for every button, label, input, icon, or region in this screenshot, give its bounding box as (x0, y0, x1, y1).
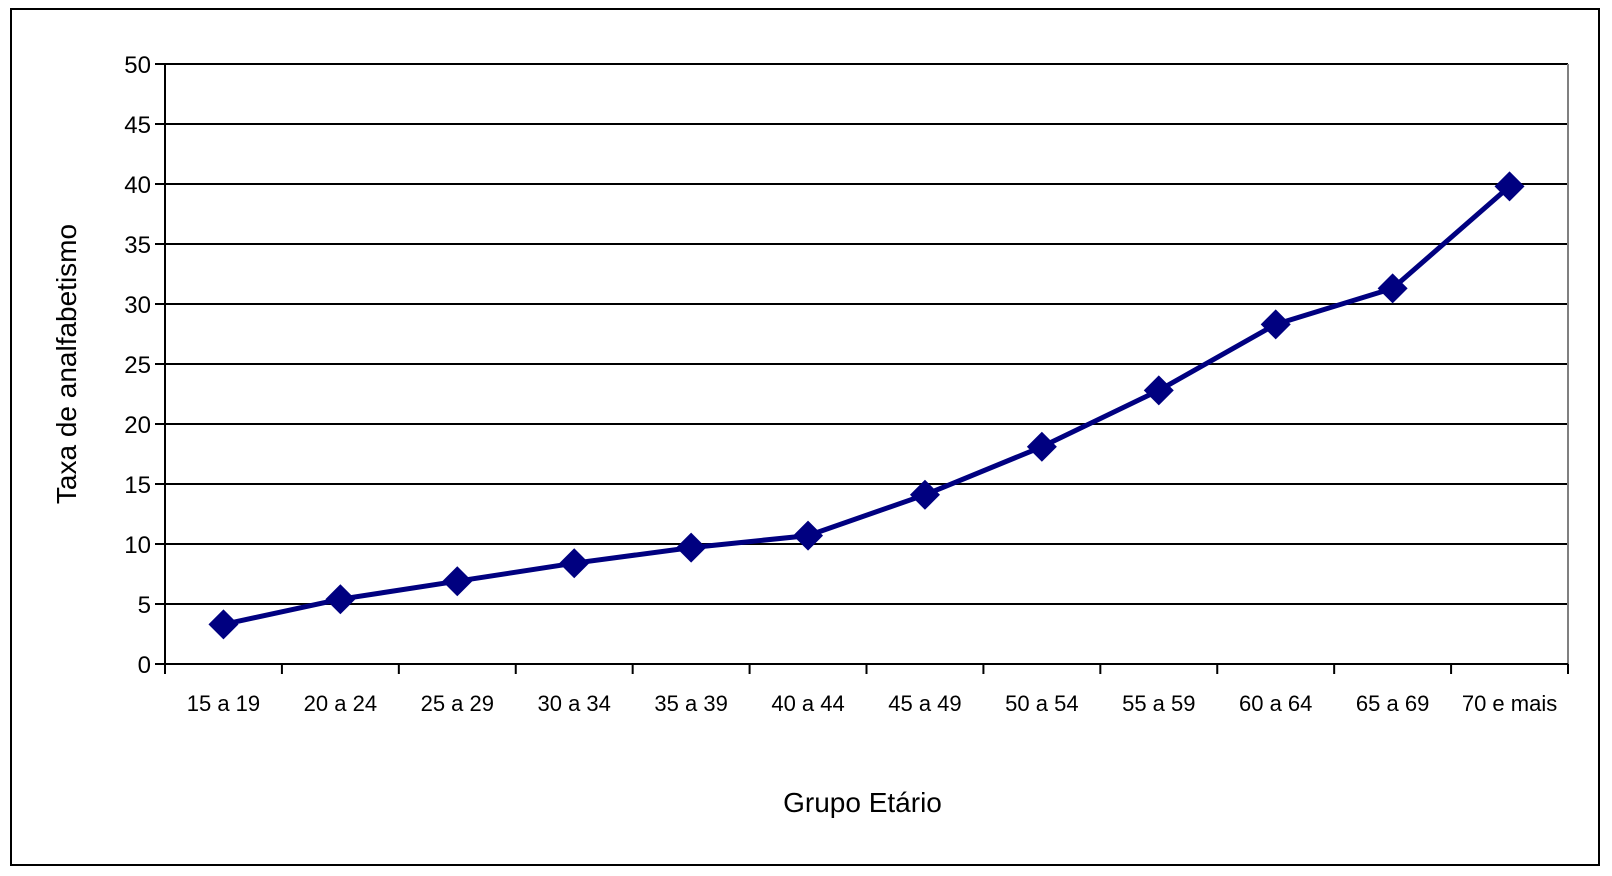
x-tick-label: 25 a 29 (421, 691, 494, 716)
y-tick-label: 0 (138, 652, 151, 679)
gridlines (165, 63, 1568, 605)
x-tick-label: 50 a 54 (1005, 691, 1078, 716)
data-point (325, 584, 356, 615)
x-axis-title: Grupo Etário (783, 787, 942, 818)
data-point (559, 548, 590, 579)
y-tick-label: 45 (124, 112, 151, 139)
y-axis-ticks: 0 5 10 15 20 25 30 35 40 45 50 (124, 52, 165, 679)
y-tick-label: 35 (124, 232, 151, 259)
x-tick-label: 70 e mais (1462, 691, 1557, 716)
data-point (1260, 309, 1291, 340)
data-point (909, 479, 940, 510)
x-tick-label: 35 a 39 (654, 691, 727, 716)
y-tick-label: 30 (124, 292, 151, 319)
y-tick-label: 25 (124, 352, 151, 379)
line-chart: 0 5 10 15 20 25 30 35 40 45 50 15 a 19 20 a 24 25 a … (51, 52, 1569, 818)
y-axis-title: Taxa de analfabetismo (51, 224, 82, 504)
x-tick-label: 20 a 24 (304, 691, 377, 716)
x-tick-label: 45 a 49 (888, 691, 961, 716)
x-tick-label: 60 a 64 (1239, 691, 1312, 716)
data-point (793, 520, 824, 551)
y-tick-label: 5 (138, 592, 151, 619)
x-tick-label: 30 a 34 (538, 691, 611, 716)
series-line (222, 184, 1512, 627)
x-tick-label: 15 a 19 (187, 691, 260, 716)
data-point (676, 532, 707, 563)
x-tick-label: 65 a 69 (1356, 691, 1429, 716)
x-axis-ticks: 15 a 19 20 a 24 25 a 29 30 a 34 35 a 39 40 a … (164, 664, 1569, 716)
data-point (1494, 171, 1525, 202)
data-point (1143, 375, 1174, 406)
data-series (208, 171, 1525, 640)
y-tick-label: 10 (124, 532, 151, 559)
chart-frame: 0 5 10 15 20 25 30 35 40 45 50 15 a 19 20 a 24 25 a … (10, 8, 1600, 866)
y-tick-label: 20 (124, 412, 151, 439)
y-tick-label: 15 (124, 472, 151, 499)
y-tick-label: 40 (124, 172, 151, 199)
x-tick-label: 40 a 44 (771, 691, 844, 716)
x-tick-label: 55 a 59 (1122, 691, 1195, 716)
data-point (1026, 431, 1057, 462)
data-point (1377, 273, 1408, 304)
data-point (442, 566, 473, 597)
data-point (208, 609, 239, 640)
y-tick-label: 50 (124, 52, 151, 79)
